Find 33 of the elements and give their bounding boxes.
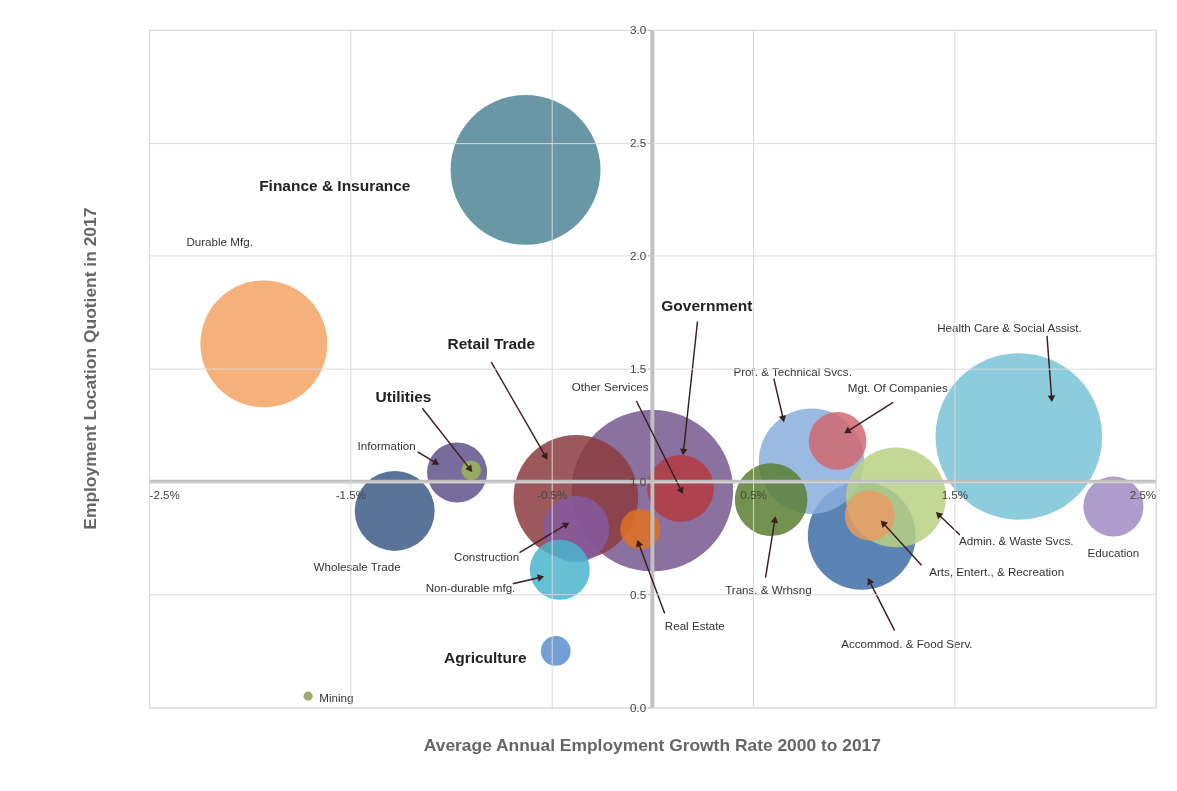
series-label: Agriculture xyxy=(444,649,527,667)
text: Real Estate xyxy=(664,618,725,632)
text: Finance & Insurance xyxy=(259,176,411,194)
series-label: Mining xyxy=(319,690,354,704)
y-axis-title: Employment Location Quotient in 2017 xyxy=(79,207,100,530)
y-tick-label: 3.0 xyxy=(629,23,647,37)
text: Admin. & Waste Svcs. xyxy=(959,534,1074,548)
text: Arts, Entert., & Recreation xyxy=(929,564,1065,578)
y-tick-label: 2.5 xyxy=(629,136,647,150)
x-axis-title: Average Annual Employment Growth Rate 2000 to 2017 xyxy=(423,734,881,755)
y-tick-label: 2.0 xyxy=(629,249,647,263)
text: Durable Mfg. xyxy=(186,235,253,249)
text: Utilities xyxy=(375,387,432,405)
x-tick-label: -2.5% xyxy=(149,487,180,501)
y-tick-label: 0.5 xyxy=(629,587,647,601)
y-tick-label: 1.5 xyxy=(629,362,647,376)
text: Trans. & Wrhsng xyxy=(725,582,812,596)
x-tick-label: 1.5% xyxy=(941,487,969,501)
series-label: Non-durable mfg. xyxy=(425,581,516,595)
text: Construction xyxy=(454,550,520,564)
series-label: Wholesale Trade xyxy=(313,560,401,574)
series-label: Education xyxy=(1087,546,1140,560)
text: Prof. & Technical Svcs. xyxy=(733,364,852,378)
text: Health Care & Social Assist. xyxy=(937,321,1082,335)
y-tick-label: 1.0 xyxy=(629,474,647,488)
text: Accommod. & Food Serv. xyxy=(841,636,973,650)
text: Other Services xyxy=(571,379,649,393)
x-tick-label: 2.5% xyxy=(1129,487,1157,501)
text: Government xyxy=(661,297,753,315)
text: Retail Trade xyxy=(447,335,536,353)
series-label: Information xyxy=(357,439,416,453)
y-tick-label: 0.0 xyxy=(629,700,647,714)
series-label: Mgt. Of Companies xyxy=(847,381,948,395)
